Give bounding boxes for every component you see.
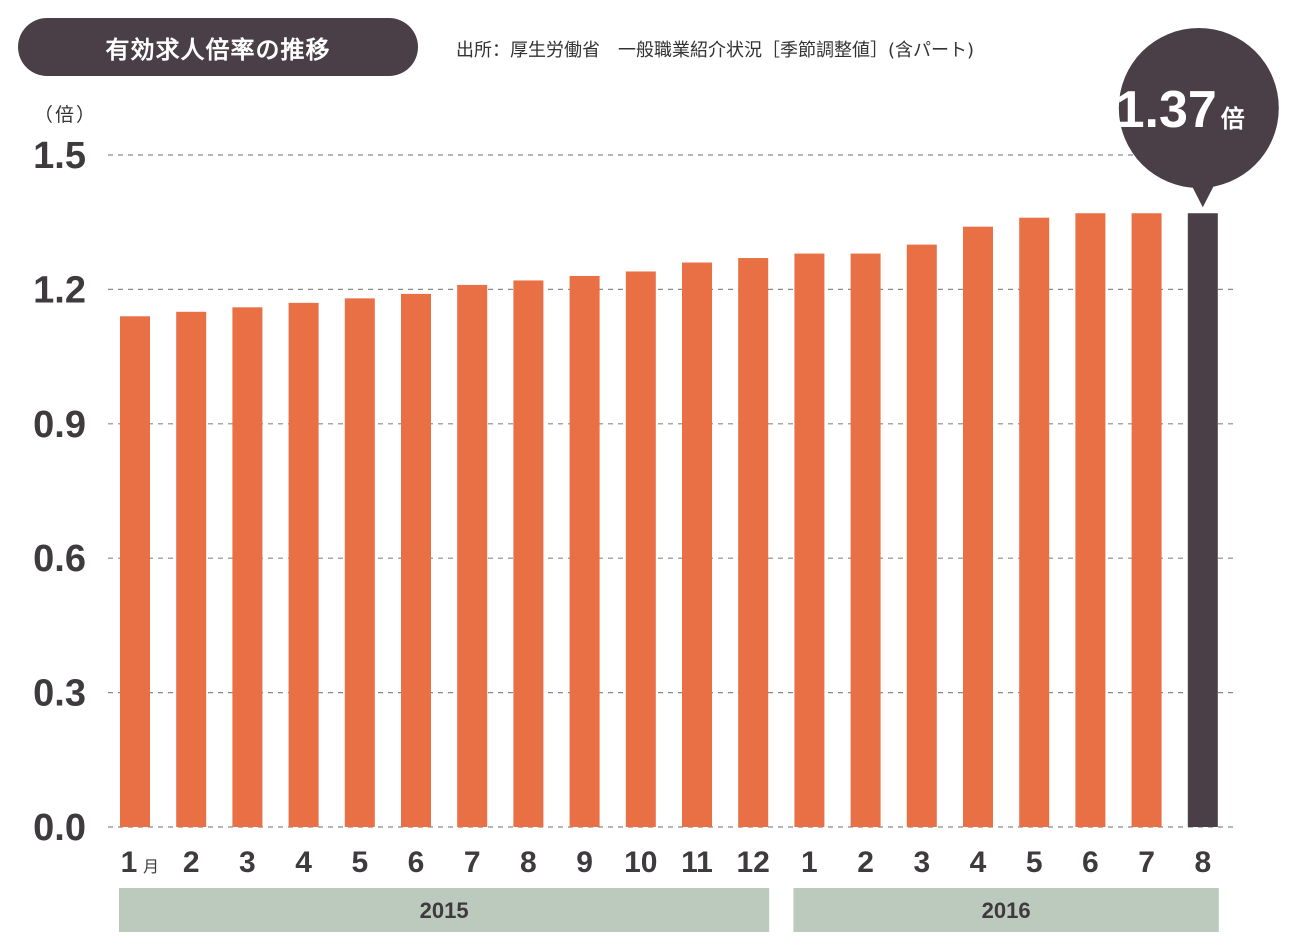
y-tick-label: 1.5 [33, 135, 86, 177]
bar-highlight [1187, 213, 1218, 828]
x-tick-label: 2 [857, 846, 874, 879]
bar [906, 244, 937, 828]
bar [625, 271, 656, 828]
bar [232, 307, 263, 827]
y-tick-label: 0.6 [33, 538, 86, 580]
x-tick-label: 1 [801, 846, 818, 879]
year-bands: 2015 2016 [119, 888, 1219, 932]
bar [963, 226, 993, 827]
bar [1131, 213, 1162, 828]
x-tick-label: 4 [970, 846, 987, 879]
bar [288, 302, 319, 828]
year-band [793, 888, 1219, 932]
x-tick-label: 7 [1138, 846, 1155, 879]
y-tick-label: 0.0 [33, 807, 86, 849]
x-tick-suffix: 月 [143, 857, 159, 876]
year-label: 2016 [982, 898, 1031, 923]
x-tick-label: 6 [1082, 846, 1099, 879]
x-tick-label: 2 [183, 846, 200, 879]
y-tick-labels: 0.0 0.3 0.6 0.9 1.2 1.5 [33, 135, 86, 849]
x-tick-label: 8 [520, 846, 537, 879]
bar [569, 275, 600, 828]
year-band [119, 888, 770, 932]
bar [457, 284, 488, 827]
bar [850, 253, 881, 827]
bar [120, 316, 150, 827]
callout-bubble [1118, 28, 1279, 188]
bar [1019, 217, 1050, 828]
x-tick-label: 8 [1194, 846, 1211, 879]
x-tick-label: 5 [1026, 846, 1043, 879]
callout-unit: 倍 [1221, 105, 1245, 133]
y-axis-unit: （倍） [34, 104, 98, 126]
y-tick-label: 1.2 [33, 269, 86, 311]
bar [794, 253, 825, 827]
y-tick-label: 0.3 [33, 673, 86, 715]
grid-lines [108, 154, 1238, 828]
x-tick-label: 5 [351, 846, 368, 879]
callout-pointer [1188, 180, 1217, 208]
bar [344, 298, 375, 827]
value-callout: 1.37 倍 [1116, 28, 1279, 208]
bar [682, 262, 712, 827]
source-note: 出所：厚生労働省 一般職業紹介状況［季節調整値］(含パート) [456, 40, 975, 61]
bars [120, 213, 1218, 828]
bar [738, 258, 769, 827]
callout-value: 1.37 [1116, 81, 1217, 139]
x-tick-label: 9 [576, 846, 593, 879]
x-tick-label: 10 [624, 846, 657, 879]
chart-title: 有効求人倍率の推移 [18, 18, 418, 76]
x-tick-labels: 1 月 2 3 4 5 6 7 8 9 10 11 12 1 2 3 4 5 6 7 8 [121, 846, 1211, 879]
bar [1075, 213, 1106, 828]
bar [401, 293, 431, 827]
x-tick-label: 12 [737, 846, 770, 879]
x-tick-label: 3 [239, 846, 256, 879]
x-tick-label: 7 [464, 846, 481, 879]
x-tick-label: 6 [408, 846, 425, 879]
bar [176, 311, 207, 827]
y-tick-label: 0.9 [33, 404, 86, 446]
bar [513, 280, 544, 827]
x-tick-label: 3 [913, 846, 930, 879]
x-tick-label: 4 [295, 846, 312, 879]
year-label: 2015 [420, 898, 469, 923]
x-tick-label: 1 [121, 846, 138, 879]
x-tick-label: 11 [681, 846, 713, 879]
